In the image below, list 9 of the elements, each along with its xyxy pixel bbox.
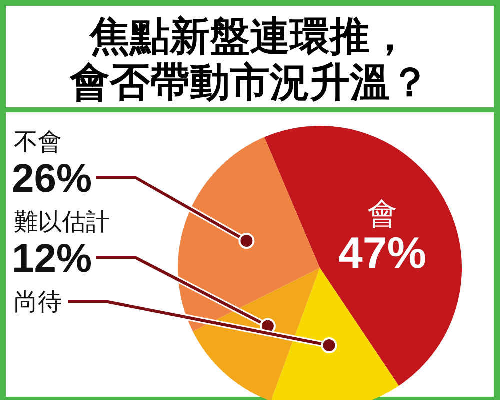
slice-label: 不會 (14, 129, 62, 156)
slice-label: 難以估計 (14, 209, 110, 236)
slice-label: 會 (367, 198, 398, 232)
data-label: 47% (338, 229, 426, 278)
data-label: 12% (12, 237, 92, 281)
data-label: 26% (12, 157, 92, 201)
chart-title: 焦點新盤連環推， (89, 15, 410, 59)
slice-label: 尚待 (14, 289, 62, 316)
chart-subtitle: 會否帶動市況升溫？ (69, 61, 430, 105)
